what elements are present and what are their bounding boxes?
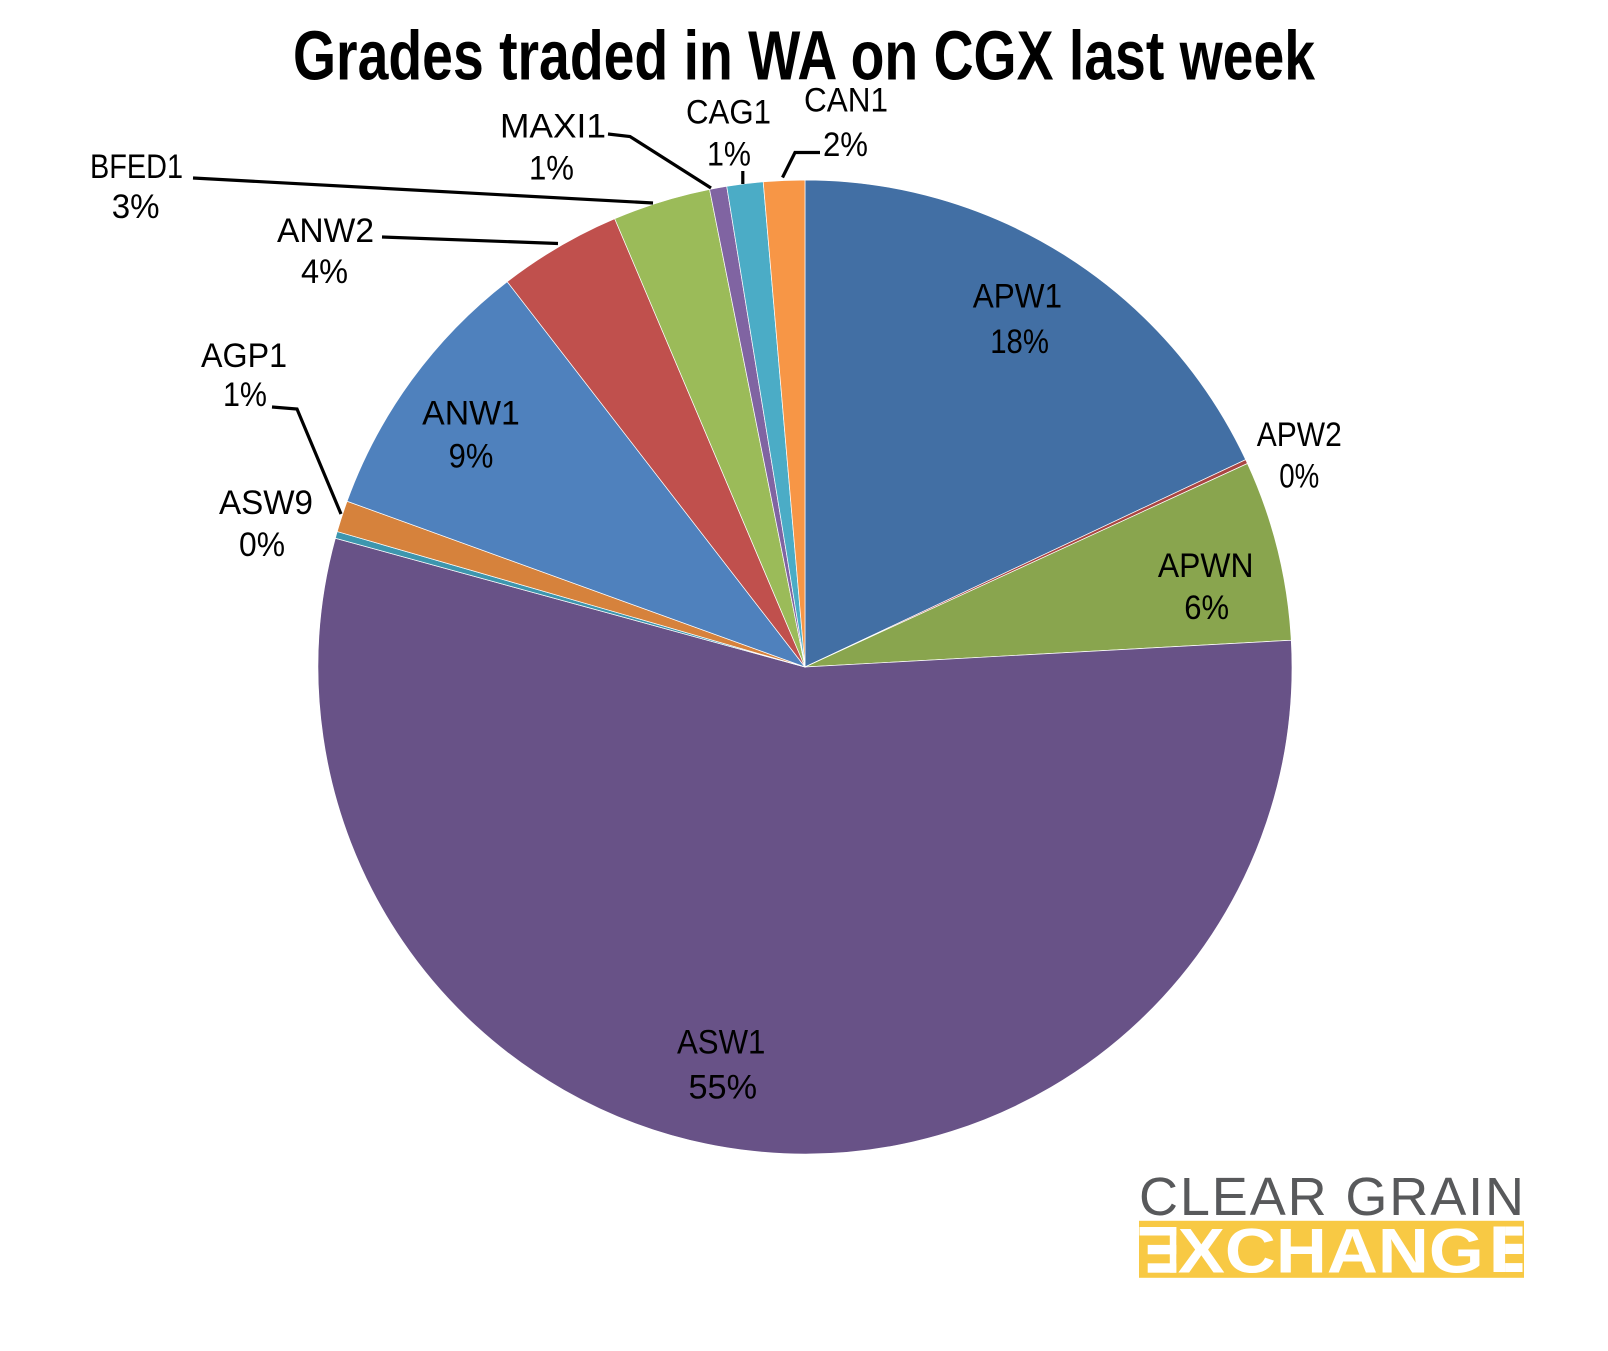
svg-text:ANW1: ANW1	[422, 395, 520, 433]
svg-text:CAN1: CAN1	[804, 82, 888, 120]
svg-text:1%: 1%	[529, 150, 574, 188]
svg-text:1%: 1%	[223, 376, 267, 414]
svg-text:MAXI1: MAXI1	[500, 108, 606, 146]
svg-text:ANW2: ANW2	[277, 212, 374, 250]
svg-text:55%: 55%	[689, 1068, 758, 1106]
svg-text:CAG1: CAG1	[686, 94, 771, 132]
svg-text:APWN: APWN	[1158, 547, 1254, 585]
svg-text:1%: 1%	[707, 136, 751, 174]
svg-text:3%: 3%	[112, 188, 160, 226]
svg-text:0%: 0%	[239, 526, 285, 564]
svg-text:APW2: APW2	[1257, 416, 1342, 454]
svg-text:BFED1: BFED1	[90, 148, 183, 186]
svg-text:AGP1: AGP1	[201, 337, 287, 375]
svg-text:2%: 2%	[823, 126, 868, 164]
svg-text:18%: 18%	[990, 323, 1049, 361]
svg-text:XCHANG: XCHANG	[1178, 1217, 1484, 1287]
svg-text:CLEAR GRAIN: CLEAR GRAIN	[1139, 1167, 1524, 1227]
svg-text:ASW1: ASW1	[677, 1024, 765, 1062]
svg-text:APW1: APW1	[973, 278, 1062, 316]
svg-text:4%: 4%	[301, 253, 348, 291]
svg-text:Grades traded in WA on CGX las: Grades traded in WA on CGX last week	[293, 17, 1315, 95]
svg-text:ASW9: ASW9	[219, 484, 313, 522]
svg-text:9%: 9%	[449, 437, 494, 475]
svg-text:6%: 6%	[1184, 589, 1229, 627]
svg-text:0%: 0%	[1279, 458, 1319, 496]
